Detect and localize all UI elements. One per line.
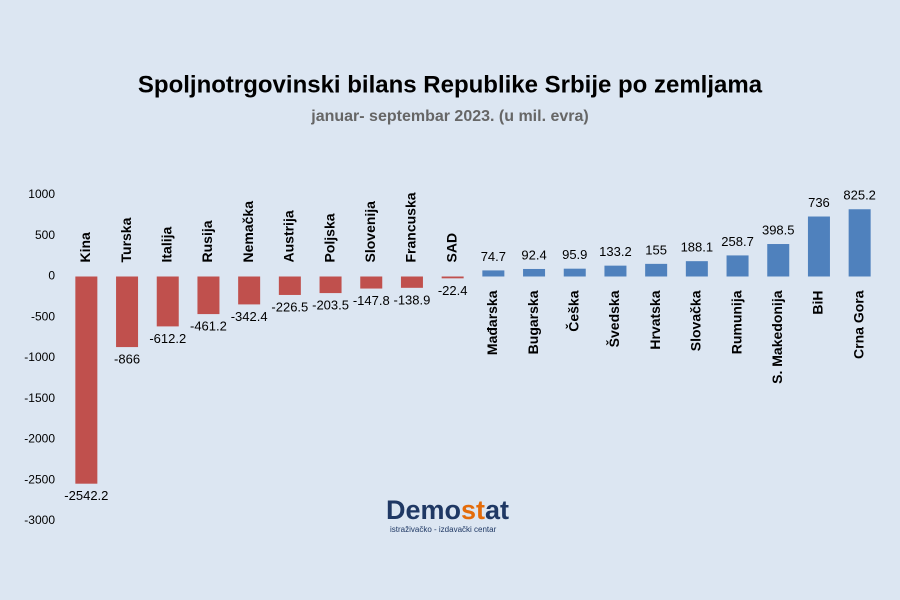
x-tick-label: Austrija — [281, 210, 297, 262]
bar — [238, 276, 261, 305]
x-tick-label: Rumunija — [728, 290, 744, 354]
value-label: -22.4 — [438, 283, 468, 298]
x-tick-label: S. Makedonija — [769, 290, 785, 384]
value-label: 258.7 — [721, 234, 754, 249]
logo: Demostat — [386, 495, 509, 525]
logo-part: st — [461, 495, 485, 525]
x-tick-label: Bugarska — [525, 290, 541, 354]
y-tick-label: 1000 — [28, 187, 55, 201]
y-tick-label: -2500 — [24, 472, 55, 486]
bar — [767, 244, 790, 277]
value-label: -461.2 — [190, 319, 227, 334]
x-tick-label: Slovenija — [362, 201, 378, 263]
value-label: 398.5 — [762, 222, 795, 237]
bar — [848, 209, 871, 277]
x-tick-label: Slovačka — [688, 290, 704, 351]
bar — [685, 261, 708, 277]
bar — [116, 276, 139, 348]
x-tick-label: BiH — [810, 291, 826, 315]
value-label: 825.2 — [843, 188, 876, 203]
x-tick-label: Turska — [118, 217, 134, 262]
y-tick-label: -1500 — [24, 391, 55, 405]
value-label: -2542.2 — [64, 488, 108, 503]
value-label: 92.4 — [521, 247, 546, 262]
value-label: 133.2 — [599, 244, 632, 259]
x-tick-label: Crna Gora — [850, 290, 866, 359]
bar — [156, 276, 179, 327]
value-label: 155 — [645, 242, 667, 257]
x-tick-label: Kina — [77, 232, 93, 263]
value-label: -342.4 — [231, 309, 268, 324]
y-tick-label: -3000 — [24, 513, 55, 527]
value-label: -138.9 — [394, 292, 431, 307]
bar — [645, 263, 668, 277]
value-label: 74.7 — [481, 249, 506, 264]
x-tick-label: Mađarska — [484, 290, 500, 355]
logo-part: at — [485, 495, 509, 525]
value-label: -612.2 — [149, 331, 186, 346]
x-tick-label: Nemačka — [240, 201, 256, 263]
value-label: -203.5 — [312, 298, 349, 313]
y-tick-label: -2000 — [24, 432, 55, 446]
logo-part: Demo — [386, 495, 461, 525]
chart-title: Spoljnotrgovinski bilans Republike Srbij… — [138, 71, 763, 98]
bar — [75, 276, 98, 484]
x-tick-label: Italija — [158, 226, 174, 262]
bar — [726, 255, 749, 277]
value-label: -226.5 — [271, 299, 308, 314]
y-tick-label: -500 — [31, 309, 55, 323]
value-label: 736 — [808, 195, 830, 210]
bar — [604, 265, 627, 277]
logo-tagline: istraživačko - izdavački centar — [390, 525, 497, 534]
bar — [482, 270, 505, 277]
x-tick-label: Češka — [564, 290, 581, 331]
x-tick-label: Švedska — [605, 290, 622, 347]
value-label: -866 — [114, 352, 140, 367]
x-tick-label: Hrvatska — [647, 290, 663, 349]
bar — [197, 276, 220, 315]
bar — [523, 268, 546, 277]
bar — [360, 276, 383, 289]
y-tick-label: 500 — [35, 228, 55, 242]
bar — [807, 216, 830, 277]
bar — [563, 268, 586, 277]
value-label: 188.1 — [681, 240, 714, 255]
x-tick-label: Poljska — [321, 213, 337, 262]
value-label: -147.8 — [353, 293, 390, 308]
x-tick-label: Francuska — [403, 192, 419, 262]
x-tick-label: SAD — [443, 233, 459, 263]
value-label: 95.9 — [562, 247, 587, 262]
bar — [278, 276, 301, 295]
x-tick-label: Rusija — [199, 220, 215, 262]
bar — [319, 276, 342, 294]
y-tick-label: 0 — [48, 269, 55, 283]
bar — [441, 276, 464, 279]
chart-subtitle: januar- septembar 2023. (u mil. evra) — [310, 108, 588, 125]
bar — [400, 276, 423, 288]
y-tick-label: -1000 — [24, 350, 55, 364]
